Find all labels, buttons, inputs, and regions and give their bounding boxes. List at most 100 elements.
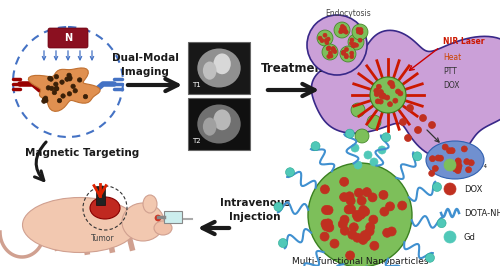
Circle shape: [367, 115, 381, 129]
Circle shape: [78, 78, 82, 82]
Circle shape: [432, 182, 442, 192]
Circle shape: [329, 54, 333, 58]
Text: Fe₃O₄: Fe₃O₄: [464, 160, 487, 169]
Ellipse shape: [198, 48, 240, 88]
Circle shape: [393, 98, 398, 103]
Circle shape: [348, 230, 357, 239]
Ellipse shape: [426, 141, 484, 179]
Ellipse shape: [143, 195, 157, 213]
Circle shape: [333, 49, 337, 53]
Circle shape: [376, 99, 380, 104]
Circle shape: [356, 27, 360, 31]
Circle shape: [364, 151, 372, 159]
Circle shape: [332, 48, 336, 52]
Text: Gd: Gd: [464, 232, 476, 242]
Circle shape: [390, 81, 394, 86]
Circle shape: [442, 144, 448, 150]
Circle shape: [340, 24, 344, 28]
Circle shape: [382, 133, 390, 142]
Text: Treatment: Treatment: [261, 61, 329, 74]
Circle shape: [54, 82, 58, 86]
Circle shape: [338, 30, 342, 34]
Circle shape: [346, 251, 354, 260]
Circle shape: [274, 202, 283, 211]
Circle shape: [286, 168, 294, 177]
Circle shape: [344, 53, 348, 57]
Circle shape: [307, 15, 367, 75]
Circle shape: [358, 235, 368, 244]
Circle shape: [342, 51, 345, 55]
Text: N: N: [64, 33, 72, 43]
Ellipse shape: [22, 197, 138, 252]
Circle shape: [54, 86, 58, 91]
Circle shape: [73, 89, 78, 93]
Polygon shape: [28, 68, 100, 111]
Circle shape: [398, 201, 406, 210]
Ellipse shape: [90, 197, 120, 219]
Circle shape: [455, 160, 461, 165]
Circle shape: [381, 93, 386, 98]
Circle shape: [42, 99, 46, 103]
Circle shape: [357, 196, 366, 205]
Circle shape: [346, 196, 355, 205]
Circle shape: [374, 92, 380, 97]
Circle shape: [466, 167, 471, 173]
Circle shape: [379, 190, 388, 200]
Circle shape: [324, 206, 333, 215]
Circle shape: [340, 177, 348, 186]
Circle shape: [351, 144, 359, 152]
Circle shape: [390, 84, 395, 89]
Text: Multi-functional Nanoparticles: Multi-functional Nanoparticles: [292, 257, 428, 266]
Circle shape: [317, 30, 333, 46]
Circle shape: [435, 155, 441, 161]
Circle shape: [386, 202, 394, 211]
Circle shape: [378, 89, 384, 94]
Circle shape: [432, 165, 438, 171]
Circle shape: [342, 50, 346, 54]
Circle shape: [350, 55, 354, 59]
Ellipse shape: [214, 109, 231, 130]
Circle shape: [340, 226, 349, 235]
FancyArrowPatch shape: [34, 142, 46, 180]
Circle shape: [327, 46, 331, 50]
Circle shape: [370, 77, 406, 113]
Text: PTT: PTT: [443, 66, 457, 76]
Circle shape: [54, 74, 58, 79]
Circle shape: [452, 166, 458, 172]
Circle shape: [358, 31, 362, 35]
Circle shape: [322, 205, 330, 214]
Circle shape: [48, 76, 52, 81]
FancyBboxPatch shape: [164, 211, 182, 223]
Circle shape: [345, 192, 354, 201]
Circle shape: [322, 44, 338, 60]
Circle shape: [326, 37, 330, 41]
Circle shape: [326, 47, 330, 51]
Circle shape: [388, 102, 392, 107]
Circle shape: [362, 232, 371, 241]
Text: Nucleus: Nucleus: [445, 144, 476, 153]
Ellipse shape: [198, 105, 240, 143]
Circle shape: [382, 228, 392, 237]
Circle shape: [68, 77, 72, 81]
FancyBboxPatch shape: [48, 28, 88, 48]
Circle shape: [58, 98, 62, 103]
Circle shape: [365, 227, 374, 236]
Circle shape: [456, 165, 462, 171]
Circle shape: [379, 94, 384, 99]
Circle shape: [356, 210, 364, 219]
Circle shape: [338, 220, 347, 229]
Circle shape: [351, 103, 365, 117]
Circle shape: [155, 215, 161, 221]
Circle shape: [68, 76, 72, 80]
Circle shape: [330, 239, 339, 248]
Circle shape: [318, 36, 322, 40]
Circle shape: [449, 148, 455, 154]
Circle shape: [342, 29, 345, 33]
Circle shape: [369, 215, 378, 224]
Circle shape: [437, 219, 446, 228]
Circle shape: [387, 227, 396, 236]
Circle shape: [354, 43, 358, 47]
Text: T1: T1: [192, 82, 201, 88]
Circle shape: [340, 215, 349, 224]
Circle shape: [325, 40, 329, 44]
